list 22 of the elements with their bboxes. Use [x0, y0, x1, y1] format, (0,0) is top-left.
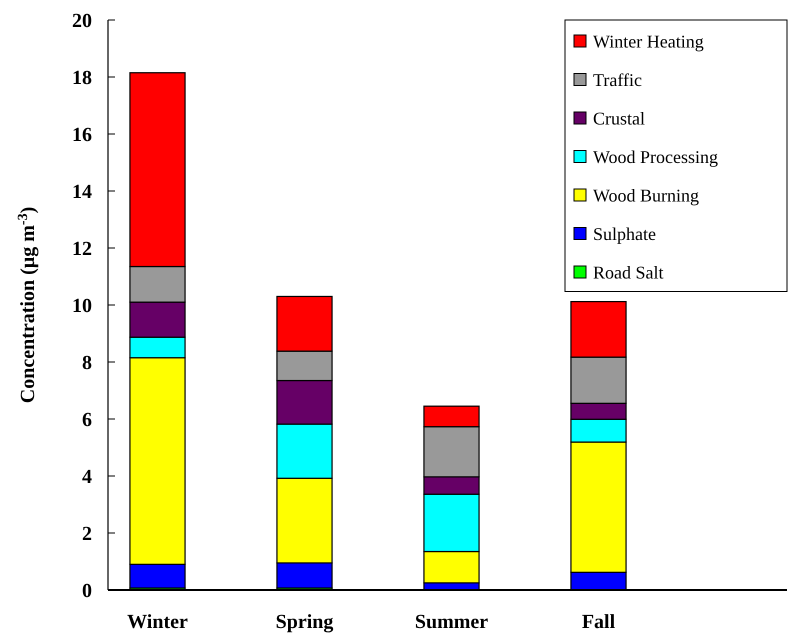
- y-tick-label: 4: [82, 466, 92, 488]
- x-tick-label: Spring: [276, 611, 334, 633]
- legend-label: Crustal: [593, 108, 645, 128]
- x-tick-label: Fall: [582, 611, 616, 633]
- y-tick-label: 12: [72, 238, 92, 260]
- x-tick-label: Summer: [414, 611, 488, 633]
- y-tick-label: 8: [82, 352, 92, 374]
- y-tick-label: 0: [82, 580, 92, 602]
- y-tick-label: 20: [72, 10, 92, 32]
- legend-label: Sulphate: [593, 224, 656, 244]
- x-tick-label: Winter: [127, 611, 188, 633]
- legend-label: Traffic: [593, 70, 642, 90]
- y-tick-label: 6: [82, 409, 92, 431]
- y-tick-label: 16: [72, 124, 92, 146]
- y-tick-label: 2: [82, 523, 92, 545]
- legend-label: Road Salt: [593, 262, 664, 282]
- legend-label: Winter Heating: [593, 31, 704, 52]
- y-tick-label: 18: [72, 67, 92, 89]
- legend-label: Wood Burning: [593, 185, 700, 206]
- y-tick-label: 14: [72, 181, 92, 203]
- legend-label: Wood Processing: [593, 146, 718, 167]
- y-tick-label: 10: [72, 295, 92, 317]
